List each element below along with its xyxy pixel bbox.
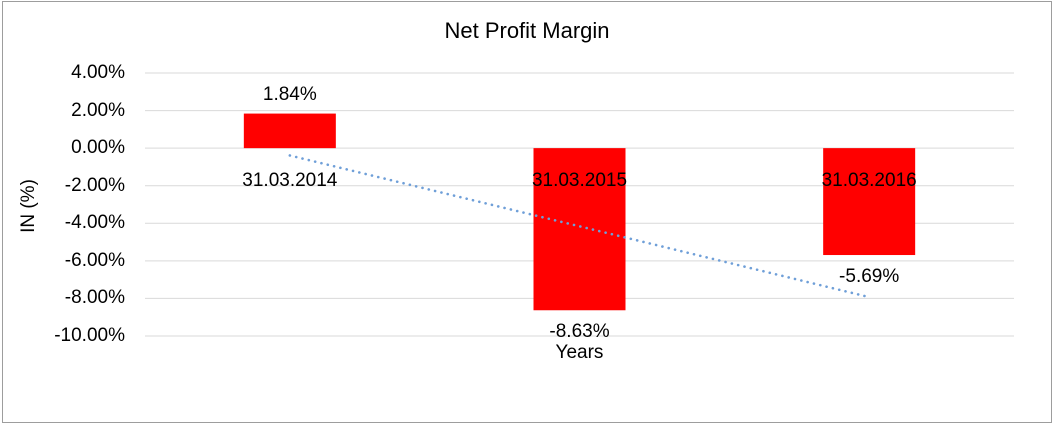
y-tick-label: -4.00% bbox=[64, 212, 125, 234]
category-label: 31.03.2015 bbox=[531, 170, 628, 192]
y-tick-label: 2.00% bbox=[71, 99, 125, 121]
y-tick-label: -2.00% bbox=[64, 174, 125, 196]
y-tick-label: -8.00% bbox=[64, 287, 125, 309]
y-tick-label: -10.00% bbox=[54, 325, 125, 346]
bar-31.03.2014 bbox=[243, 113, 336, 149]
y-tick-label: -6.00% bbox=[64, 249, 125, 271]
bar-31.03.2015 bbox=[533, 148, 626, 311]
x-axis-title: Years bbox=[555, 342, 604, 363]
value-label: 1.84% bbox=[262, 83, 317, 105]
bar-31.03.2016 bbox=[823, 148, 916, 256]
y-tick-label: 4.00% bbox=[71, 62, 125, 83]
value-label: -8.63% bbox=[549, 321, 610, 343]
chart-title: Net Profit Margin bbox=[444, 18, 610, 43]
value-label: -5.69% bbox=[839, 266, 900, 288]
trendline bbox=[288, 154, 871, 299]
category-label: 31.03.2016 bbox=[821, 170, 917, 192]
y-tick-label: 0.00% bbox=[71, 137, 125, 159]
category-label: 31.03.2014 bbox=[242, 170, 338, 192]
plot-area bbox=[145, 72, 1014, 337]
